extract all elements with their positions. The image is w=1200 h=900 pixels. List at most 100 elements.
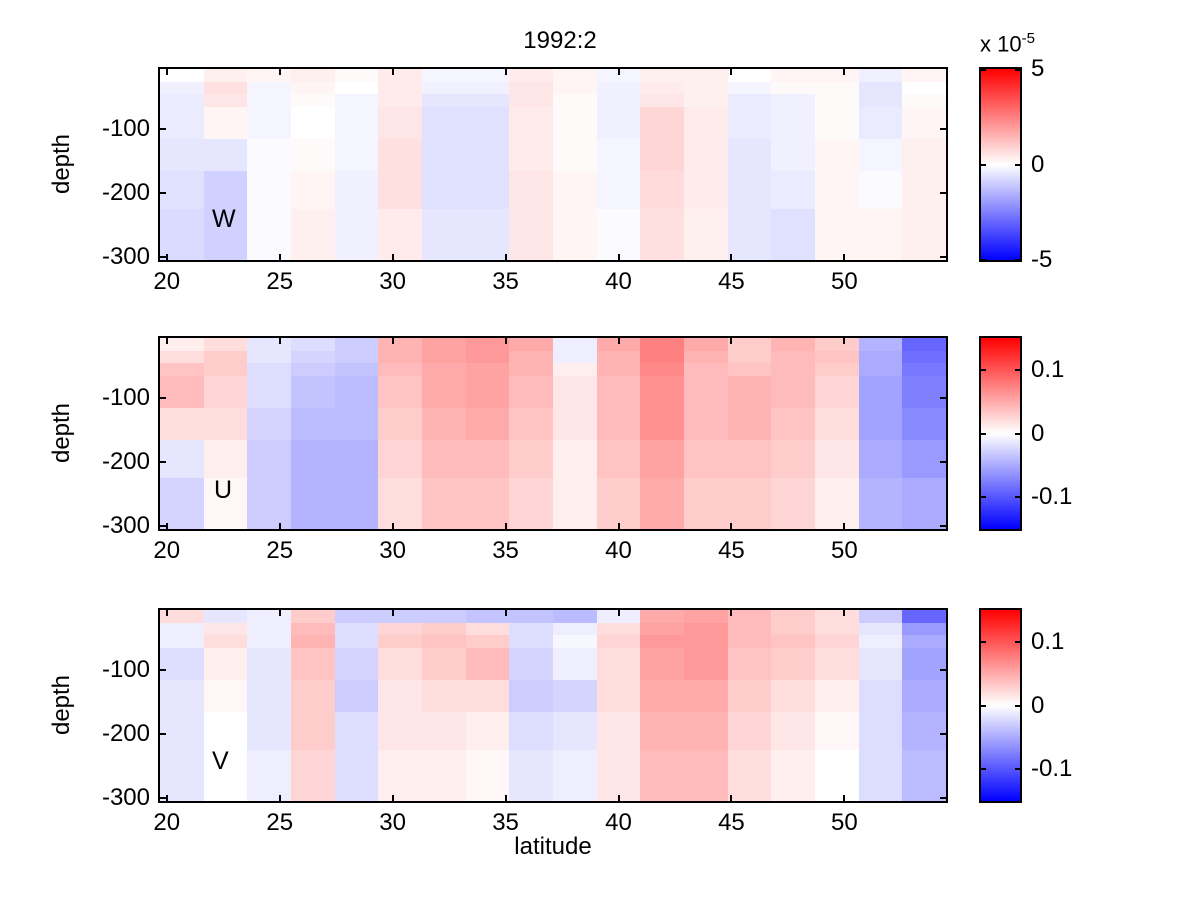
heatmap-cell bbox=[334, 107, 380, 140]
panel-w-label: W bbox=[212, 205, 236, 233]
heatmap-cell bbox=[160, 439, 205, 479]
heatmap-cell bbox=[858, 338, 904, 352]
heatmap-cell bbox=[247, 363, 292, 377]
heatmap-cell bbox=[684, 622, 729, 637]
heatmap-cell bbox=[815, 209, 860, 260]
heatmap-cell bbox=[465, 635, 511, 649]
heatmap-cell bbox=[465, 170, 511, 210]
x-tick-label: 40 bbox=[605, 268, 632, 295]
heatmap-cell bbox=[858, 209, 904, 260]
heatmap-cell bbox=[291, 376, 336, 409]
heatmap-cell bbox=[203, 439, 249, 479]
heatmap-cell bbox=[640, 750, 685, 801]
heatmap-cell bbox=[684, 439, 729, 479]
x-tick-mark bbox=[617, 795, 620, 801]
heatmap-cell bbox=[378, 69, 423, 83]
heatmap-cell bbox=[160, 170, 205, 210]
x-tick-label: 35 bbox=[492, 809, 519, 836]
x-tick-label: 30 bbox=[379, 268, 406, 295]
heatmap-cell bbox=[422, 338, 467, 352]
heatmap-cell bbox=[247, 170, 292, 210]
heatmap-cell bbox=[378, 363, 423, 377]
heatmap-cell bbox=[771, 209, 816, 260]
colorbar-tick-mark bbox=[981, 259, 986, 260]
heatmap-cell bbox=[378, 648, 423, 681]
heatmap-cell bbox=[247, 107, 292, 140]
heatmap-cell bbox=[160, 478, 205, 529]
x-tick-mark bbox=[504, 610, 507, 616]
colorbar-tick-label: 5 bbox=[1031, 55, 1045, 82]
y-tick-label: -300 bbox=[101, 511, 150, 539]
colorbar-tick-label: 0 bbox=[1031, 419, 1045, 447]
heatmap-cell bbox=[596, 711, 642, 751]
heatmap-cell bbox=[422, 408, 467, 441]
x-tick-mark bbox=[504, 69, 507, 75]
heatmap-cell bbox=[815, 350, 860, 365]
heatmap-cell bbox=[815, 376, 860, 409]
heatmap-cell bbox=[902, 408, 946, 441]
heatmap-cell bbox=[640, 680, 685, 713]
heatmap-cell bbox=[509, 170, 554, 210]
x-tick-mark bbox=[843, 610, 846, 616]
heatmap-cell bbox=[509, 622, 554, 637]
heatmap-cell bbox=[247, 350, 292, 365]
panel-u-label: U bbox=[214, 476, 233, 504]
heatmap-cell bbox=[378, 680, 423, 713]
heatmap-cell bbox=[902, 69, 946, 83]
heatmap-cell bbox=[596, 350, 642, 365]
heatmap-cell bbox=[727, 350, 773, 365]
heatmap-cell bbox=[160, 408, 205, 441]
heatmap-cell bbox=[684, 363, 729, 377]
heatmap-cell bbox=[858, 139, 904, 172]
colorbar-tick-mark bbox=[981, 496, 986, 499]
heatmap-cell bbox=[684, 408, 729, 441]
heatmap-cell bbox=[291, 635, 336, 649]
x-tick-mark bbox=[391, 610, 394, 616]
heatmap-cell bbox=[727, 139, 773, 172]
x-tick-mark bbox=[843, 254, 846, 260]
y-axis-label-w: depth bbox=[48, 133, 75, 195]
colorbar-exponent: x 10-5 bbox=[980, 30, 1035, 57]
heatmap-cell bbox=[203, 94, 249, 108]
heatmap-cell bbox=[727, 209, 773, 260]
heatmap-cell bbox=[771, 711, 816, 751]
heatmap-cell bbox=[465, 363, 511, 377]
y-tick-mark bbox=[940, 796, 946, 799]
colorbar-tick-mark bbox=[981, 704, 986, 707]
heatmap-cell bbox=[815, 69, 860, 83]
heatmap-cell bbox=[203, 376, 249, 409]
heatmap-cell bbox=[422, 94, 467, 108]
x-tick-mark bbox=[278, 610, 281, 616]
x-tick-mark bbox=[278, 69, 281, 75]
heatmap-cell bbox=[815, 711, 860, 751]
heatmap-cell bbox=[422, 69, 467, 83]
heatmap-cell bbox=[684, 209, 729, 260]
heatmap-cell bbox=[727, 170, 773, 210]
heatmap-cell bbox=[727, 338, 773, 352]
x-tick-mark bbox=[730, 254, 733, 260]
heatmap-cell bbox=[291, 139, 336, 172]
heatmap-cell bbox=[858, 478, 904, 529]
heatmap-cell bbox=[334, 711, 380, 751]
heatmap-cell bbox=[334, 622, 380, 637]
x-tick-mark bbox=[278, 523, 281, 529]
heatmap-cell bbox=[596, 610, 642, 624]
heatmap-cell bbox=[727, 680, 773, 713]
heatmap-cell bbox=[203, 408, 249, 441]
heatmap-cell bbox=[247, 81, 292, 96]
y-tick-label: -100 bbox=[101, 656, 150, 684]
y-tick-mark bbox=[940, 255, 946, 258]
heatmap-cell bbox=[465, 408, 511, 441]
y-axis-label-v: depth bbox=[48, 674, 75, 736]
heatmap-cell bbox=[422, 478, 467, 529]
heatmap-cell bbox=[465, 69, 511, 83]
heatmap-cell bbox=[553, 622, 598, 637]
heatmap-cell bbox=[815, 107, 860, 140]
heatmap-cell bbox=[596, 622, 642, 637]
y-tick-mark bbox=[940, 397, 946, 400]
colorbar-tick-mark bbox=[981, 640, 986, 643]
heatmap-cell bbox=[727, 408, 773, 441]
heatmap-cell bbox=[203, 648, 249, 681]
colorbar-tick-mark bbox=[1015, 163, 1020, 166]
x-tick-mark bbox=[617, 338, 620, 344]
